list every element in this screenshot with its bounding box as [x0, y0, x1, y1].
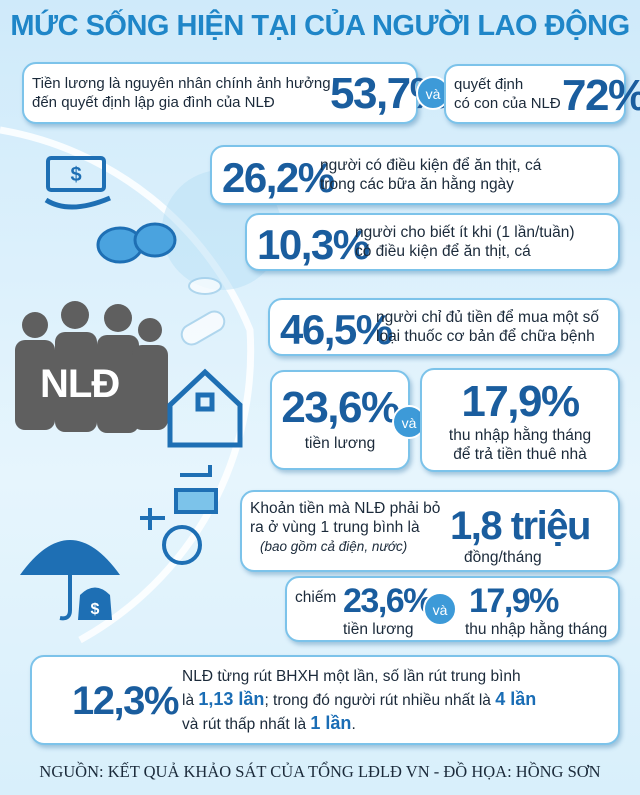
text-line: người chỉ đủ tiền để mua một số	[376, 309, 600, 326]
unit: đồng/tháng	[464, 549, 542, 566]
text-line: thu nhập hằng tháng	[448, 427, 592, 444]
utility-icon	[140, 465, 218, 565]
label: thu nhập hằng tháng	[465, 621, 608, 638]
text: là	[182, 692, 195, 709]
item-box: 26,2% người có điều kiện để ăn thịt, cá …	[210, 145, 620, 205]
pill-icon	[180, 277, 226, 346]
value: 26,2%	[222, 154, 335, 201]
share-box: chiếm 23,6% tiền lương và 17,9% thu nhập…	[285, 576, 620, 642]
note: (bao gồm cả điện, nước)	[260, 539, 408, 554]
label: tiền lương	[343, 621, 414, 638]
rent-income-box: 17,9% thu nhập hằng tháng để trả tiền th…	[420, 368, 620, 472]
text-line: đến quyết định lập gia đình của NLĐ	[32, 94, 275, 111]
highlight: 4 lần	[495, 689, 537, 709]
title: MỨC SỐNG HIỆN TẠI CỦA NGƯỜI LAO ĐỘNG	[10, 10, 630, 42]
text: NLĐ từng rút BHXH một lần, số lần rút tr…	[182, 668, 521, 685]
item-box: 10,3% người cho biết ít khi (1 lần/tuần)…	[245, 213, 620, 271]
highlight: 1,13 lần	[198, 689, 265, 709]
value: 17,9%	[469, 582, 559, 620]
value: 72%	[562, 71, 640, 120]
text-line: Khoản tiền mà NLĐ phải bỏ	[250, 500, 441, 517]
money-icon: $	[44, 156, 111, 210]
svg-text:$: $	[91, 601, 100, 618]
prefix: chiếm	[295, 589, 337, 606]
highlight: 1 lần	[310, 713, 352, 733]
text-line: quyết định	[454, 76, 524, 93]
source: NGUỒN: KẾT QUẢ KHẢO SÁT CỦA TỔNG LĐLĐ VN…	[39, 762, 601, 781]
icon-label: NLĐ	[40, 362, 120, 406]
text-line: trong các bữa ăn hằng ngày	[320, 176, 514, 193]
house-icon	[167, 368, 243, 448]
text-line: ra ở vùng 1 trung bình là	[250, 519, 420, 536]
rent-salary-box: 23,6% tiền lương	[270, 370, 410, 470]
text-line: người cho biết ít khi (1 lần/tuần)	[355, 224, 575, 241]
value: 46,5%	[280, 306, 393, 353]
family-box: Tiền lương là nguyên nhân chính ảnh hưởn…	[22, 62, 449, 124]
value: 10,3%	[257, 221, 370, 268]
text: .	[351, 716, 356, 733]
bhxh-box: 12,3% NLĐ từng rút BHXH một lần, số lần …	[30, 655, 620, 745]
value: 17,9%	[461, 377, 580, 426]
cost-box: Khoản tiền mà NLĐ phải bỏ ra ở vùng 1 tr…	[240, 490, 620, 572]
value: 12,3%	[72, 679, 179, 723]
fish-icon	[96, 222, 177, 264]
text-line: người có điều kiện để ăn thịt, cá	[320, 157, 542, 174]
item-box: 46,5% người chỉ đủ tiền để mua một số lo…	[268, 298, 620, 356]
value: 23,6%	[343, 582, 433, 620]
children-box: quyết định có con của NLĐ 72%	[444, 64, 640, 124]
text-line: để trả tiền thuê nhà	[453, 446, 587, 463]
label: tiền lương	[304, 435, 376, 452]
people-icon	[15, 301, 168, 433]
text-line: Tiền lương là nguyên nhân chính ảnh hưởn…	[32, 75, 331, 92]
umbrella-icon: $	[20, 540, 120, 621]
value: 23,6%	[281, 383, 400, 432]
text-line: loại thuốc cơ bản để chữa bệnh	[376, 328, 595, 345]
text: và rút thấp nhất là	[182, 716, 307, 733]
svg-text:$: $	[70, 164, 81, 186]
text-line: có điều kiện để ăn thịt, cá	[355, 243, 531, 260]
text-line: có con của NLĐ	[454, 95, 561, 112]
connector: và	[423, 592, 457, 626]
value: 1,8 triệu	[450, 504, 591, 548]
text: ; trong đó người rút nhiều nhất là	[264, 692, 491, 709]
